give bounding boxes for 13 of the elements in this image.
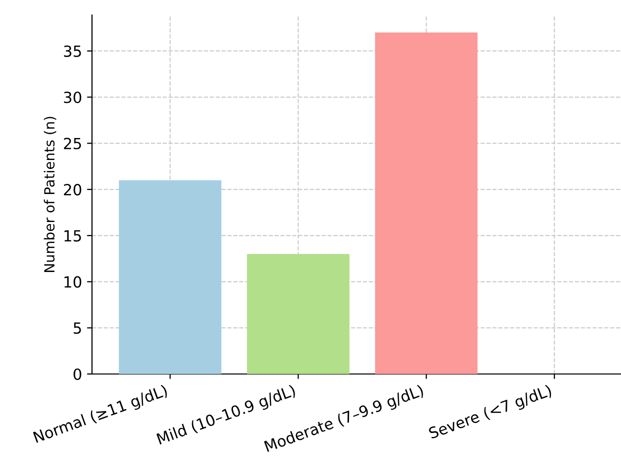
- y-tick-label: 35: [64, 45, 81, 58]
- bar: [375, 32, 478, 374]
- y-tick-label: 5: [74, 322, 81, 334]
- x-tick-label: Severe (<7 g/dL): [428, 384, 554, 442]
- y-axis-title: Number of Patients (n): [44, 116, 56, 272]
- bar: [118, 180, 222, 374]
- y-tick-label: 20: [64, 184, 82, 196]
- y-tick-label: 30: [64, 92, 82, 104]
- y-tick-label: 15: [64, 230, 81, 242]
- bar: [246, 254, 350, 374]
- y-tick-label: 0: [74, 368, 82, 380]
- y-tick-label: 25: [64, 138, 81, 150]
- y-tick-label: 10: [64, 276, 82, 288]
